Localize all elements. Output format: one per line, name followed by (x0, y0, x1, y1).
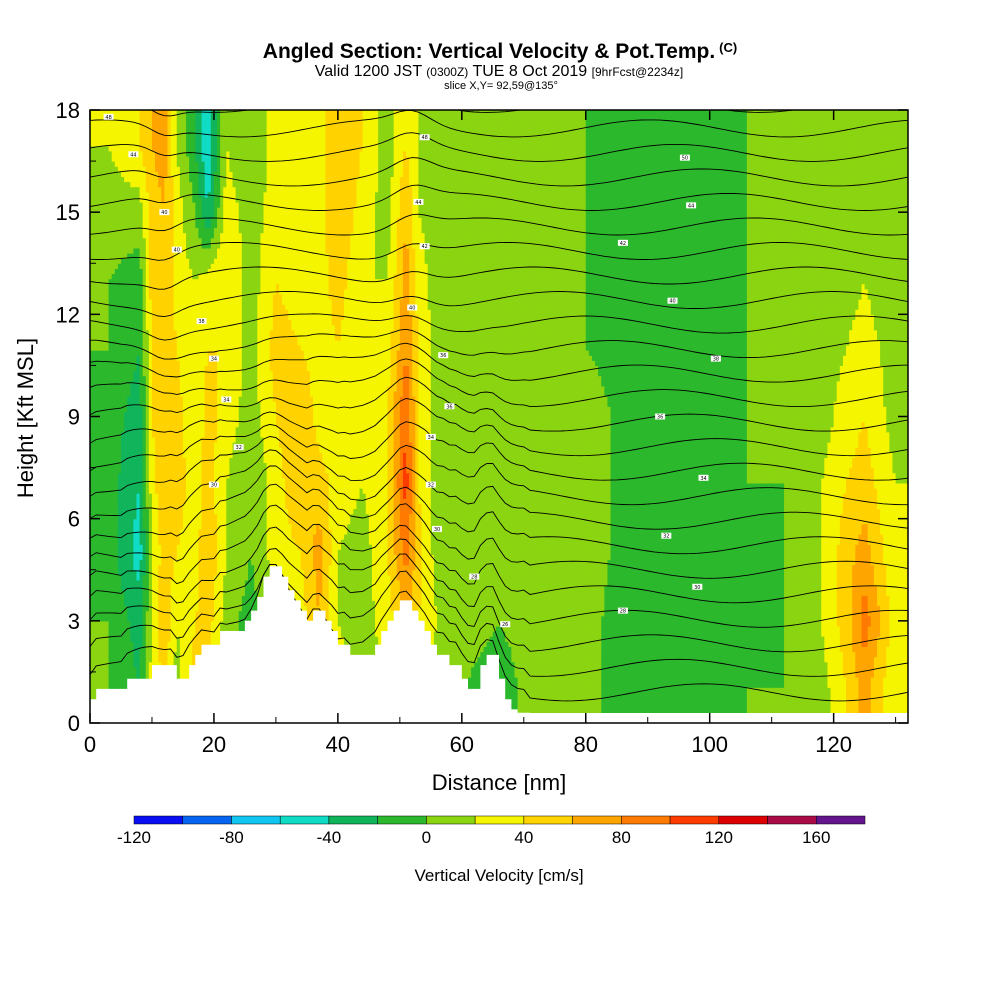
cross-section-chart: 4844404038343432304844424036363432302826… (0, 0, 1000, 1000)
